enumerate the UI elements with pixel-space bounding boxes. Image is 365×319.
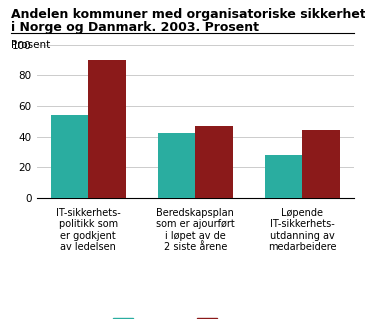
Bar	[88, 60, 126, 198]
Text: i Norge og Danmark. 2003. Prosent: i Norge og Danmark. 2003. Prosent	[11, 21, 259, 34]
Bar	[158, 133, 195, 198]
Text: Prosent: Prosent	[11, 40, 50, 50]
Bar	[51, 115, 88, 198]
Bar	[302, 130, 339, 198]
Text: Andelen kommuner med organisatoriske sikkerhetstiltak: Andelen kommuner med organisatoriske sik…	[11, 8, 365, 21]
Bar	[195, 126, 233, 198]
Legend: Norge, Danmark: Norge, Danmark	[108, 314, 282, 319]
Bar	[265, 155, 302, 198]
